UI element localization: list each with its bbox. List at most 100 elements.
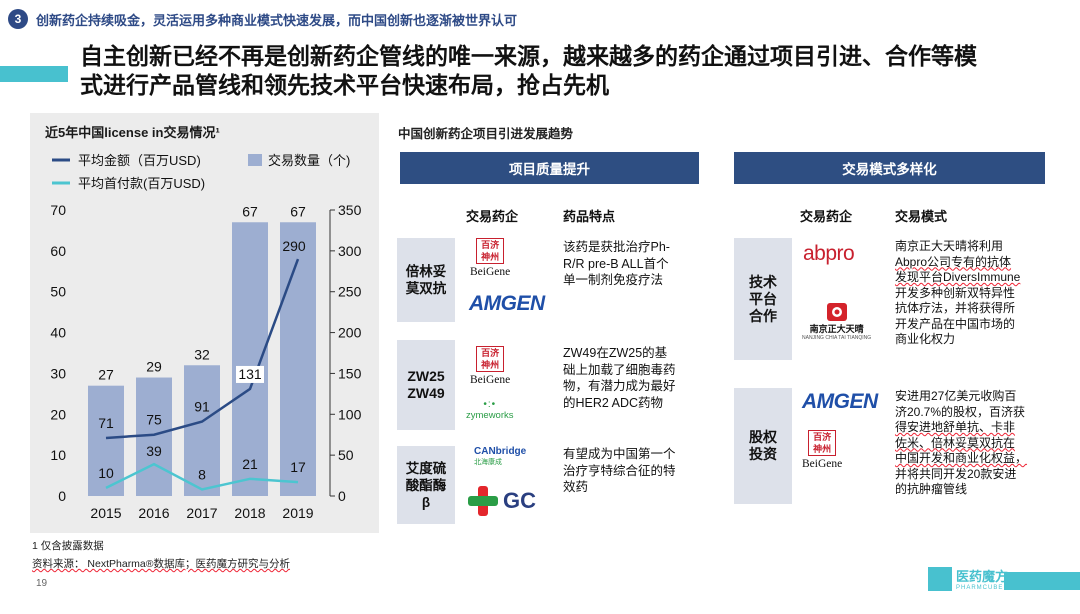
col-head-company-right: 交易药企 [800, 209, 853, 224]
col-head-drug-feature: 药品特点 [563, 209, 616, 224]
data-label-deal-count: 32 [194, 346, 210, 362]
section-title: 创新药企持续吸金，灵活运用多种商业模式快速发展，而中国创新也逐渐被世界认可 [36, 12, 518, 28]
y-tick-right-label: 200 [338, 325, 362, 341]
col-head-deal-mode: 交易模式 [895, 209, 948, 224]
y-tick-left-label: 50 [50, 284, 66, 300]
beigene-logo: 百济 神州 BeiGene [802, 430, 842, 470]
y-tick-right-label: 0 [338, 488, 346, 504]
gc-logo: GC [466, 484, 536, 518]
y-tick-right-label: 250 [338, 284, 362, 300]
drug-box-idursulfase: 艾度硫 酸酯酶 β [397, 446, 455, 524]
cube-icon [928, 566, 952, 591]
beigene-seal-icon: 百济 神州 [808, 430, 837, 456]
footer-accent-bar [1004, 572, 1080, 590]
section-number-badge: 3 [8, 9, 28, 29]
drug-box-blinatumomab: 倍林妥 莫双抗 [397, 238, 455, 322]
drug-feature-2: ZW49在ZW25的基 础上加载了细胞毒药 物，有潜力成为最好 的HER2 ADC药物 [563, 346, 676, 410]
x-tick-label: 2015 [90, 505, 121, 521]
x-tick-label: 2019 [282, 505, 313, 521]
y-tick-left-label: 10 [50, 447, 66, 463]
legend-label-avg-upfront: 平均首付款(百万USD) [78, 176, 205, 191]
page-title-line-1: 自主创新已经不再是创新药企管线的唯一来源，越来越多的药企通过项目引进、合作等模 [80, 43, 977, 69]
gc-logo-text: GC [503, 488, 536, 513]
data-label-avg-upfront: 10 [98, 465, 114, 481]
x-axis: 2015 2016 2017 2018 2019 [90, 505, 313, 521]
bar-deal-count [280, 222, 316, 496]
chart-note: 1 仅含披露数据 [32, 540, 104, 552]
page-title: 自主创新已经不再是创新药企管线的唯一来源，越来越多的药企通过项目引进、合作等模 … [80, 42, 1040, 100]
data-label-deal-count: 29 [146, 359, 162, 375]
mode-box-platform: 技术 平台 合作 [734, 238, 792, 360]
chiatai-emblem-icon [826, 303, 847, 321]
trend-title: 中国创新药企项目引进发展趋势 [398, 127, 574, 141]
mode-box-equity: 股权 投资 [734, 388, 792, 504]
page-number: 19 [36, 578, 48, 589]
y-tick-left-label: 60 [50, 243, 66, 259]
title-accent-bar [0, 66, 68, 82]
deal-mode-1: 南京正大天晴将利用 Abpro公司专有的抗体 发现平台DiversImmune … [895, 239, 1021, 346]
data-label-avg-amount: 91 [194, 399, 210, 415]
brand-name: 医药魔方 [956, 569, 1009, 584]
zymeworks-dots-icon: •:• [483, 399, 497, 410]
y-tick-right-label: 50 [338, 447, 354, 463]
beigene-logo-text: BeiGene [470, 266, 511, 278]
zymeworks-logo-text: zymeworks [466, 410, 514, 421]
y-tick-right-label: 100 [338, 406, 362, 422]
chiatai-logo-subtext: NANJING CHIA TAI TIANQING [802, 335, 872, 341]
drug-name-line: 倍林妥 [405, 264, 447, 279]
data-label-avg-upfront: 17 [290, 459, 306, 475]
legend-swatch-deal-count [248, 154, 262, 166]
line-avg-upfront [105, 462, 299, 491]
beigene-logo-text: BeiGene [802, 458, 843, 470]
data-label-avg-upfront: 39 [146, 443, 162, 459]
beigene-seal-icon: 百济 神州 [476, 346, 505, 372]
legend-label-deal-count: 交易数量（个) [268, 153, 350, 168]
amgen-logo: AMGEN [469, 292, 545, 315]
deal-mode-2: 安进用27亿美元收购百 济20.7%的股权，百济获 得安进地舒单抗、卡非 佐米、… [895, 389, 1028, 496]
col-head-company-left: 交易药企 [466, 209, 519, 224]
y-axis-right: 0 50 100 150 200 250 300 350 [330, 202, 362, 504]
panel-header-quality: 项目质量提升 [400, 152, 699, 184]
data-label-avg-upfront: 21 [242, 456, 258, 472]
abpro-logo: abpro [803, 242, 855, 265]
license-chart: 平均金额（百万USD) 交易数量（个) 平均首付款(百万USD) 0 10 20 30… [50, 153, 362, 521]
line-avg-amount [105, 258, 300, 440]
y-tick-left-label: 40 [50, 325, 66, 341]
beigene-logo: 百济 神州 BeiGene [470, 238, 510, 278]
chiatai-logo: 南京正大天晴 NANJING CHIA TAI TIANQING [802, 302, 871, 341]
data-label-deal-count: 67 [242, 203, 258, 219]
beigene-logo-text: BeiGene [470, 374, 511, 386]
y-tick-left-label: 30 [50, 365, 66, 381]
bar-deal-count [88, 385, 124, 496]
y-tick-left-label: 20 [50, 406, 66, 422]
brand-subname: PHARMCUBE [956, 585, 1004, 591]
amgen-logo: AMGEN [802, 390, 878, 413]
chart-title: 近5年中国license in交易情况¹ [45, 125, 220, 140]
gc-cross-icon [468, 486, 498, 516]
data-label-bg [236, 365, 264, 383]
y-tick-left-label: 0 [58, 488, 66, 504]
data-label-deal-count: 67 [290, 203, 306, 219]
y-tick-right-label: 300 [338, 243, 362, 259]
data-label-deal-count: 27 [98, 367, 114, 383]
drug-feature-3: 有望成为中国第一个 治疗亨特综合征的特 效药 [563, 447, 676, 494]
bar-deal-count [184, 365, 220, 496]
panel-header-diversity: 交易模式多样化 [734, 152, 1045, 184]
data-label-avg-amount: 290 [282, 238, 306, 254]
chiatai-logo-text: 南京正大天晴 [809, 324, 864, 334]
beigene-seal-icon: 百济 神州 [476, 238, 505, 264]
canbridge-logo: CANbridge 北海康成 [474, 446, 527, 466]
y-axis-left: 0 10 20 30 40 50 60 70 [50, 202, 66, 504]
drug-name-line: 莫双抗 [405, 281, 447, 296]
data-label-avg-amount: 71 [98, 415, 114, 431]
beigene-logo: 百济 神州 BeiGene [470, 346, 510, 386]
chart-source: 资料来源： NextPharma®数据库；医药魔方研究与分析 [32, 556, 290, 571]
data-labels: 27 29 32 67 67 71 75 91 131 290 10 39 8 21 17 [98, 203, 306, 482]
y-tick-left-label: 70 [50, 202, 66, 218]
data-label-avg-amount: 131 [238, 366, 262, 382]
brand-logo: 医药魔方 PHARMCUBE [928, 566, 1008, 591]
zymeworks-logo: •:• zymeworks [466, 399, 514, 422]
section-header: 3 创新药企持续吸金，灵活运用多种商业模式快速发展，而中国创新也逐渐被世界认可 [8, 8, 517, 30]
drug-box-zw25-zw49: ZW25 ZW49 [397, 340, 455, 430]
page-title-line-2: 式进行产品管线和领先技术平台快速布局，抢占先机 [80, 72, 609, 98]
